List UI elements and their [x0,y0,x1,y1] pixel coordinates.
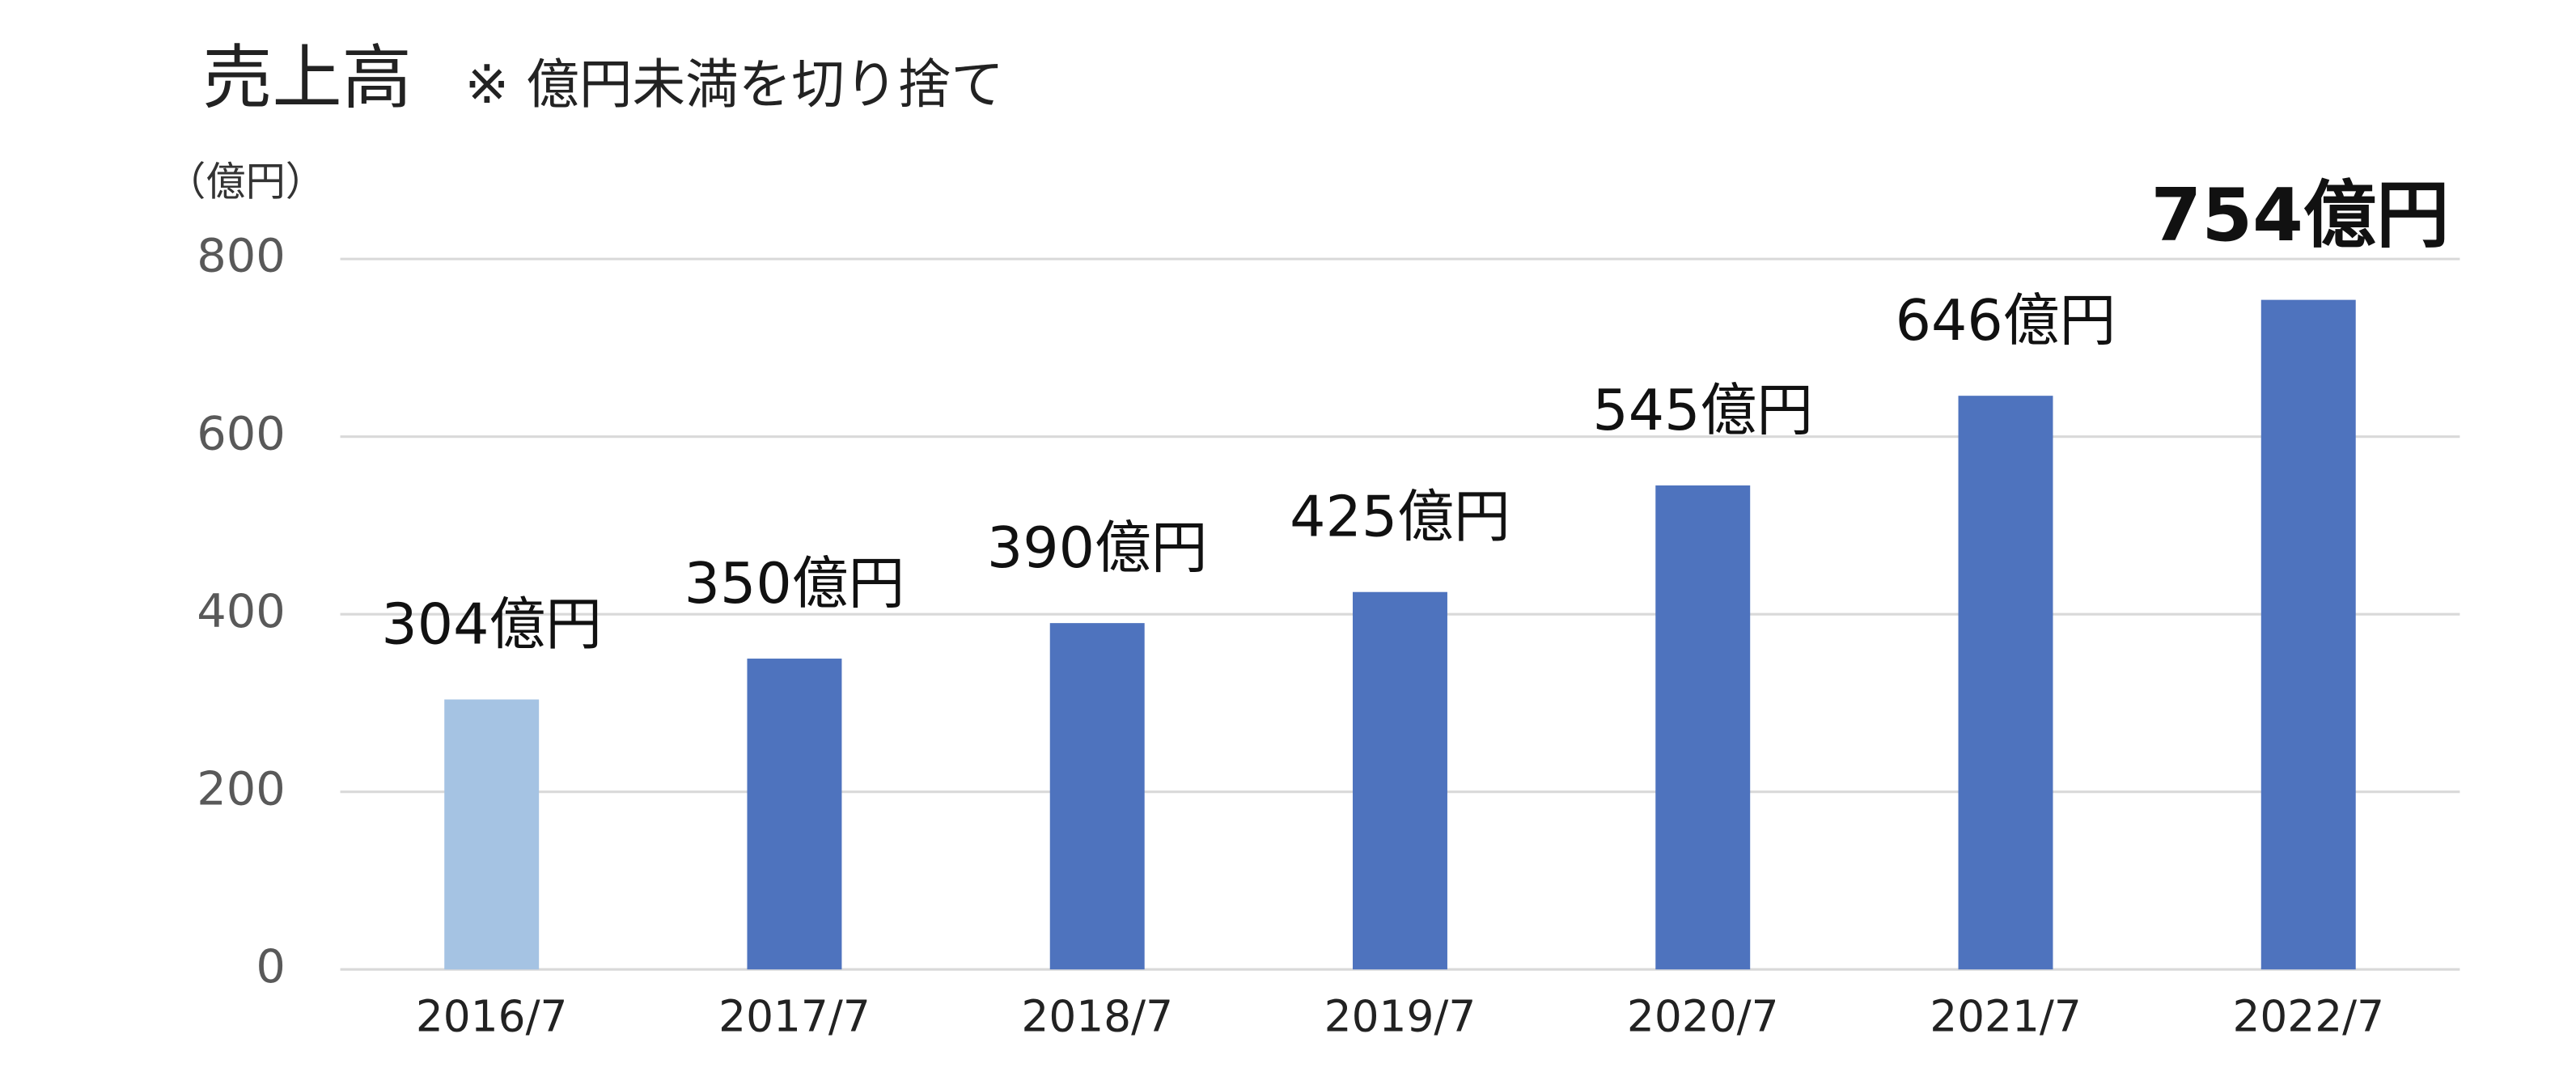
x-tick-label: 2017/7 [718,990,871,1041]
y-axis-label: （億円） [166,158,325,205]
value-label: 304億円 [381,591,602,657]
value-label: 390億円 [987,515,1208,581]
x-tick-label: 2018/7 [1021,990,1173,1041]
bar [1353,591,1447,970]
x-tick-label: 2016/7 [416,990,568,1041]
x-tick-label: 2019/7 [1324,990,1477,1041]
bar [1049,623,1145,970]
y-tick-label: 0 [256,939,286,994]
y-tick-label: 600 [197,406,286,460]
x-tick-label: 2022/7 [2232,990,2384,1041]
bar [1958,396,2053,970]
value-label: 545億円 [1592,378,1813,443]
bar [1655,485,1751,970]
y-tick-label: 800 [197,229,286,283]
chart-subtitle: ※ 億円未満を切り捨て [464,54,1003,116]
value-label: 350億円 [684,551,905,617]
bar [444,699,540,970]
bar [747,659,842,970]
bar [2260,299,2356,970]
y-tick-label: 400 [197,584,286,638]
value-label: 754億円 [2151,173,2450,258]
x-tick-label: 2021/7 [1930,990,2082,1041]
chart-title: 売上高 [202,38,411,119]
x-tick-label: 2020/7 [1627,990,1779,1041]
value-label: 646億円 [1896,288,2116,354]
value-label: 425億円 [1290,485,1510,550]
y-tick-label: 200 [197,761,286,816]
